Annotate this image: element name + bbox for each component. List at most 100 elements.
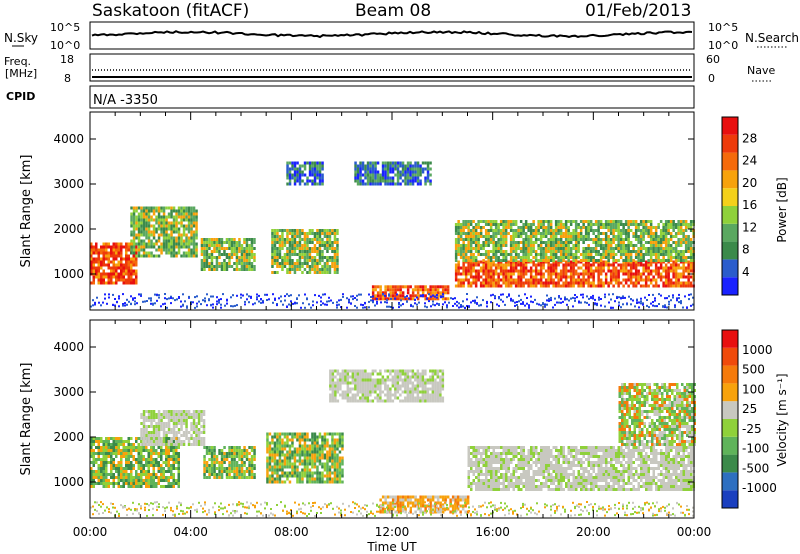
range-cell xyxy=(160,242,163,246)
range-cell xyxy=(597,220,600,223)
range-cell xyxy=(374,167,377,171)
range-cell xyxy=(457,223,460,226)
range-cell xyxy=(313,250,317,253)
range-cell xyxy=(374,161,377,165)
range-cell xyxy=(286,256,289,259)
range-cell xyxy=(288,253,292,256)
range-cell xyxy=(301,247,304,250)
range-cell xyxy=(117,479,120,482)
range-cell xyxy=(92,473,95,476)
range-cell xyxy=(424,182,427,186)
range-cell xyxy=(597,250,600,253)
range-cell xyxy=(639,247,643,250)
range-cell xyxy=(464,238,468,241)
range-cell xyxy=(147,218,151,222)
range-cell xyxy=(689,266,693,270)
range-cell xyxy=(195,242,198,246)
range-cell xyxy=(672,250,675,253)
range-cell xyxy=(668,303,670,306)
range-cell xyxy=(537,247,540,250)
range-cell xyxy=(374,176,377,180)
range-cell xyxy=(235,464,239,467)
range-cell xyxy=(333,241,337,244)
range-cell xyxy=(664,272,668,276)
range-cell xyxy=(177,443,181,446)
range-cell xyxy=(112,464,115,467)
range-cell xyxy=(544,256,548,259)
range-cell xyxy=(100,473,103,476)
range-cell xyxy=(502,253,505,256)
range-cell xyxy=(314,294,316,297)
range-cell xyxy=(282,303,284,306)
range-cell xyxy=(479,266,483,270)
range-cell xyxy=(250,473,254,476)
range-cell xyxy=(132,485,135,488)
range-cell xyxy=(664,284,668,288)
range-cell xyxy=(549,269,553,273)
range-cell xyxy=(238,268,241,271)
range-cell xyxy=(381,173,385,177)
range-cell xyxy=(582,296,584,299)
range-cell xyxy=(604,293,606,296)
range-cell xyxy=(172,473,175,476)
range-cell xyxy=(444,301,446,304)
range-cell xyxy=(371,161,375,165)
range-cell xyxy=(115,455,118,458)
range-cell xyxy=(243,449,246,452)
range-cell xyxy=(228,253,231,256)
range-cell xyxy=(107,461,110,464)
range-cell xyxy=(416,176,420,180)
range-cell xyxy=(167,476,170,479)
range-cell xyxy=(233,253,236,256)
range-cell xyxy=(614,275,618,279)
range-cell xyxy=(629,275,633,279)
range-cell xyxy=(177,470,180,473)
range-cell xyxy=(649,226,653,229)
range-cell xyxy=(95,269,98,273)
range-cell xyxy=(298,229,302,232)
range-cell xyxy=(142,221,146,225)
range-cell xyxy=(208,467,211,470)
range-cell xyxy=(679,253,683,256)
range-cell xyxy=(92,476,95,479)
range-cell xyxy=(597,241,600,244)
range-cell xyxy=(522,226,525,229)
range-cell xyxy=(612,269,615,273)
range-cell xyxy=(147,419,151,422)
range-cell xyxy=(430,305,432,308)
range-cell xyxy=(246,298,248,301)
range-cell xyxy=(539,266,543,270)
range-cell xyxy=(577,250,580,253)
range-cell xyxy=(469,229,473,232)
range-cell xyxy=(200,443,203,446)
range-cell xyxy=(579,272,583,276)
range-cell xyxy=(624,263,628,267)
range-cell xyxy=(134,303,136,306)
range-cell xyxy=(514,284,518,288)
range-cell xyxy=(178,296,180,298)
range-cell xyxy=(539,269,543,273)
range-cell xyxy=(240,250,244,253)
range-cell xyxy=(142,443,146,446)
range-cell xyxy=(644,278,648,282)
range-cell xyxy=(649,253,653,256)
range-cell xyxy=(328,271,332,274)
range-cell xyxy=(273,238,277,241)
range-cell xyxy=(125,281,128,285)
range-cell xyxy=(564,223,568,226)
range-cell xyxy=(135,248,138,252)
range-cell xyxy=(499,220,503,223)
range-cell xyxy=(110,461,113,464)
range-cell xyxy=(288,262,292,265)
range-cell xyxy=(313,170,317,174)
range-cell xyxy=(577,281,580,285)
range-cell xyxy=(399,288,402,292)
range-cell xyxy=(512,281,515,285)
range-cell xyxy=(157,248,161,252)
range-cell xyxy=(502,275,505,279)
range-cell xyxy=(519,226,523,229)
range-cell xyxy=(135,278,138,282)
range-cell xyxy=(421,291,425,295)
range-cell xyxy=(519,275,523,279)
